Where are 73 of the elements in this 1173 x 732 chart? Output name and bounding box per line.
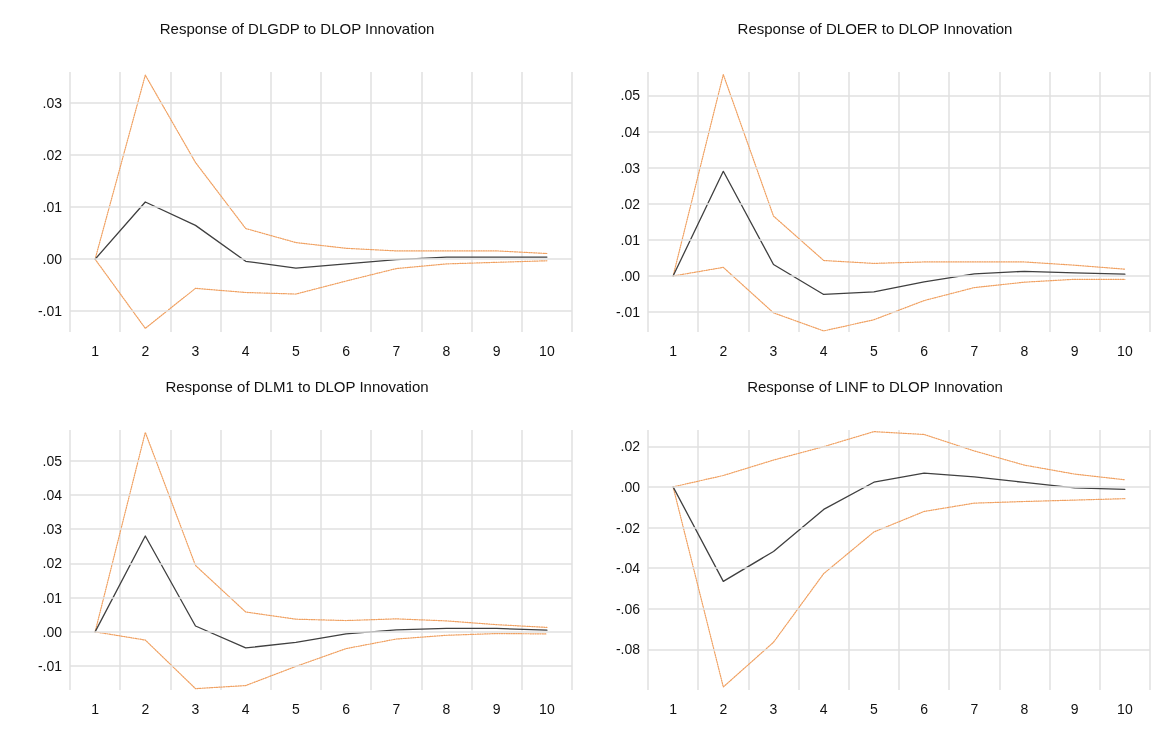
x-tick-label: 1 (91, 343, 100, 359)
x-tick-label: 4 (241, 343, 250, 359)
y-tick-label: .03 (42, 95, 63, 112)
y-tick-label: -.01 (37, 658, 63, 675)
y-tick-label: .01 (42, 589, 63, 606)
y-tick-label: .01 (42, 199, 63, 216)
chart-title: Response of DLOER to DLOP Innovation (737, 20, 1013, 37)
x-tick-label: 8 (442, 701, 451, 717)
x-tick-label: 8 (442, 343, 451, 359)
x-tick-label: 10 (1117, 343, 1133, 359)
x-tick-label: 5 (292, 343, 300, 359)
x-tick-label: 3 (769, 343, 778, 359)
y-tick-label: .03 (42, 521, 63, 538)
x-tick-label: 9 (492, 701, 501, 717)
y-tick-label: -.01 (37, 303, 63, 320)
line-series (672, 472, 1126, 582)
x-tick-label: 8 (1020, 343, 1029, 359)
x-tick-label: 10 (539, 701, 555, 717)
line-series (94, 201, 548, 269)
x-tick-label: 6 (342, 343, 351, 359)
line-series (672, 170, 1126, 296)
y-tick-label: .01 (620, 231, 641, 248)
x-tick-label: 4 (819, 343, 828, 359)
x-tick-label: 2 (141, 343, 150, 359)
x-tick-label: 10 (539, 343, 555, 359)
chart-title: Response of DLM1 to DLOP Innovation (165, 378, 429, 395)
y-tick-label: .02 (42, 147, 63, 164)
x-tick-label: 4 (241, 701, 250, 717)
x-tick-label: 9 (1070, 701, 1079, 717)
x-tick-label: 10 (1117, 701, 1133, 717)
y-tick-label: .02 (620, 438, 641, 455)
y-tick-label: .02 (620, 195, 641, 212)
x-tick-label: 3 (769, 701, 778, 717)
x-tick-label: 5 (870, 701, 878, 717)
y-tick-label: .05 (42, 452, 63, 469)
x-tick-label: 4 (819, 701, 828, 717)
y-tick-label: .00 (42, 623, 63, 640)
x-tick-label: 2 (141, 701, 150, 717)
x-tick-label: 6 (920, 343, 929, 359)
y-tick-label: -.01 (615, 304, 641, 321)
x-tick-label: 5 (292, 701, 300, 717)
x-tick-label: 5 (870, 343, 878, 359)
x-tick-label: 3 (191, 701, 200, 717)
x-tick-label: 2 (719, 701, 728, 717)
x-tick-label: 9 (492, 343, 501, 359)
x-tick-label: 1 (669, 701, 678, 717)
x-tick-label: 1 (669, 343, 678, 359)
y-tick-label: .00 (42, 251, 63, 268)
x-tick-label: 7 (392, 701, 401, 717)
x-tick-label: 2 (719, 343, 728, 359)
x-tick-label: 7 (970, 701, 979, 717)
line-series (94, 535, 548, 649)
x-tick-label: 7 (970, 343, 979, 359)
x-tick-label: 8 (1020, 701, 1029, 717)
y-tick-label: .02 (42, 555, 63, 572)
y-tick-label: .04 (42, 487, 63, 503)
y-tick-label: -.06 (615, 600, 641, 617)
x-tick-label: 7 (392, 343, 401, 359)
x-tick-label: 9 (1070, 343, 1079, 359)
y-tick-label: .00 (620, 268, 641, 285)
x-tick-label: 3 (191, 343, 200, 359)
y-tick-label: .04 (620, 123, 641, 140)
chart-title: Response of DLGDP to DLOP Innovation (159, 20, 435, 37)
chart-title: Response of LINF to DLOP Innovation (747, 378, 1003, 395)
y-tick-label: .05 (620, 87, 641, 104)
x-tick-label: 6 (342, 701, 351, 717)
y-tick-label: -.08 (615, 641, 641, 658)
y-tick-label: -.04 (615, 560, 641, 577)
y-tick-label: -.02 (615, 519, 641, 536)
y-tick-label: .03 (620, 159, 641, 176)
y-tick-label: .00 (620, 478, 641, 495)
x-tick-label: 6 (920, 701, 929, 717)
x-tick-label: 1 (91, 701, 100, 717)
